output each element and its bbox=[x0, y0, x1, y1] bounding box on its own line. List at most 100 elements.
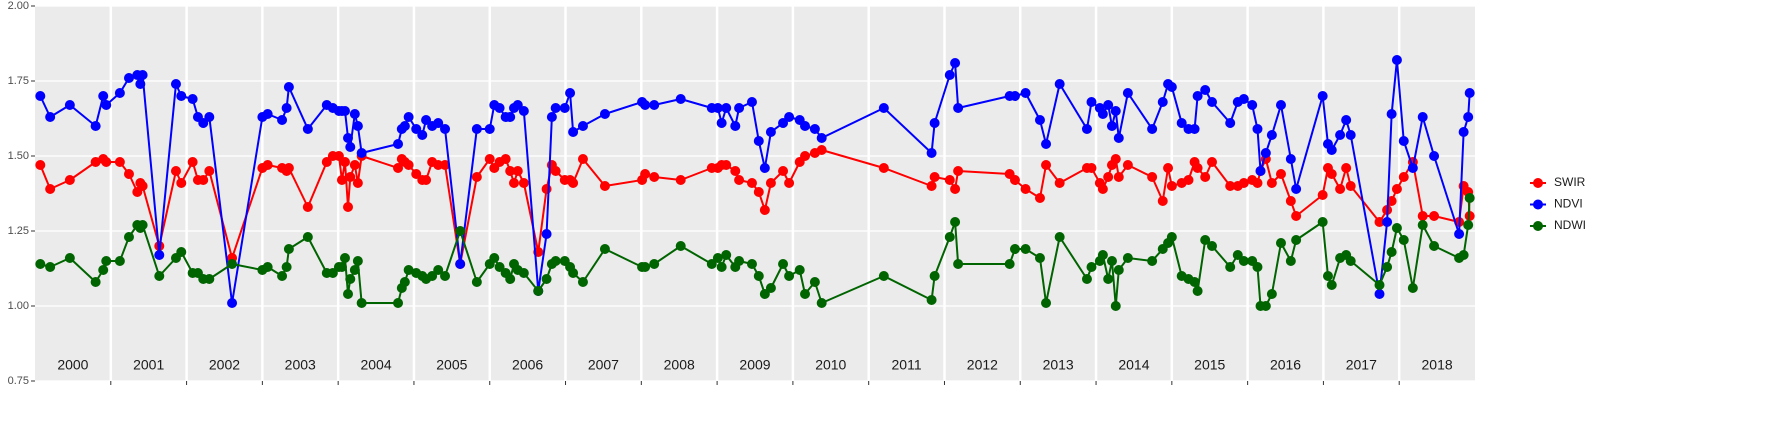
data-point bbox=[1407, 163, 1418, 173]
data-point bbox=[1407, 283, 1418, 293]
data-point bbox=[640, 100, 651, 110]
x-tick-label: 2017 bbox=[1346, 357, 1377, 373]
data-point bbox=[518, 106, 529, 116]
data-point bbox=[343, 202, 354, 212]
data-point bbox=[1391, 184, 1402, 194]
data-point bbox=[929, 118, 940, 128]
data-point bbox=[1106, 121, 1117, 131]
x-tick-label: 2009 bbox=[739, 357, 770, 373]
x-tick-label: 2001 bbox=[133, 357, 164, 373]
data-point bbox=[204, 274, 215, 284]
data-point bbox=[339, 253, 350, 263]
data-point bbox=[198, 175, 209, 185]
legend-label: SWIR bbox=[1554, 175, 1586, 189]
data-point bbox=[1454, 229, 1465, 239]
data-point bbox=[135, 79, 146, 89]
data-point bbox=[1189, 277, 1200, 287]
data-point bbox=[1341, 115, 1352, 125]
data-point bbox=[349, 265, 360, 275]
data-point bbox=[518, 268, 529, 278]
data-point bbox=[440, 160, 451, 170]
data-point bbox=[494, 103, 505, 113]
data-point bbox=[1322, 271, 1333, 281]
data-point bbox=[778, 166, 789, 176]
data-point bbox=[734, 256, 745, 266]
data-point bbox=[98, 265, 109, 275]
data-point bbox=[1398, 136, 1409, 146]
data-point bbox=[90, 157, 101, 167]
data-point bbox=[1252, 178, 1263, 188]
data-point bbox=[1398, 172, 1409, 182]
data-point bbox=[1275, 100, 1286, 110]
data-point bbox=[1417, 112, 1428, 122]
data-point bbox=[1086, 262, 1097, 272]
data-point bbox=[577, 154, 588, 164]
x-tick-label: 2002 bbox=[209, 357, 240, 373]
data-point bbox=[944, 175, 955, 185]
data-point bbox=[154, 271, 165, 281]
data-point bbox=[1463, 220, 1474, 230]
data-point bbox=[1266, 289, 1277, 299]
x-tick-label: 2012 bbox=[967, 357, 998, 373]
data-point bbox=[281, 103, 292, 113]
data-point bbox=[577, 121, 588, 131]
data-point bbox=[393, 139, 404, 149]
data-point bbox=[765, 178, 776, 188]
y-tick-label: 0.75 bbox=[8, 375, 29, 387]
data-point bbox=[1386, 109, 1397, 119]
data-point bbox=[352, 178, 363, 188]
data-point bbox=[339, 106, 350, 116]
data-point bbox=[1291, 211, 1302, 221]
data-point bbox=[746, 97, 757, 107]
data-point bbox=[1429, 211, 1440, 221]
data-point bbox=[1335, 130, 1346, 140]
data-point bbox=[204, 166, 215, 176]
data-point bbox=[137, 70, 148, 80]
data-point bbox=[352, 256, 363, 266]
data-point bbox=[1417, 211, 1428, 221]
data-point bbox=[1326, 169, 1337, 179]
data-point bbox=[800, 151, 811, 161]
data-point bbox=[339, 157, 350, 167]
data-point bbox=[471, 277, 482, 287]
data-point bbox=[753, 187, 764, 197]
data-point bbox=[809, 277, 820, 287]
data-point bbox=[649, 259, 660, 269]
data-point bbox=[1429, 241, 1440, 251]
data-point bbox=[640, 262, 651, 272]
x-tick-label: 2014 bbox=[1118, 357, 1149, 373]
data-point bbox=[349, 160, 360, 170]
data-point bbox=[114, 256, 125, 266]
data-point bbox=[417, 130, 428, 140]
x-tick-label: 2016 bbox=[1270, 357, 1301, 373]
data-point bbox=[1345, 256, 1356, 266]
data-point bbox=[1252, 124, 1263, 134]
data-point bbox=[1192, 286, 1203, 296]
data-point bbox=[1382, 217, 1393, 227]
data-point bbox=[550, 103, 561, 113]
data-point bbox=[336, 262, 347, 272]
data-point bbox=[1326, 145, 1337, 155]
data-point bbox=[1004, 259, 1015, 269]
data-point bbox=[753, 271, 764, 281]
data-point bbox=[649, 172, 660, 182]
data-point bbox=[559, 103, 570, 113]
data-point bbox=[1207, 97, 1218, 107]
data-point bbox=[1086, 97, 1097, 107]
data-point bbox=[302, 124, 313, 134]
data-point bbox=[518, 178, 529, 188]
data-point bbox=[1103, 274, 1114, 284]
data-point bbox=[784, 112, 795, 122]
legend-marker bbox=[1533, 178, 1543, 188]
data-point bbox=[1113, 172, 1124, 182]
data-point bbox=[281, 262, 292, 272]
data-point bbox=[1097, 184, 1108, 194]
data-point bbox=[816, 145, 827, 155]
data-point bbox=[393, 298, 404, 308]
data-point bbox=[187, 157, 198, 167]
data-point bbox=[712, 103, 723, 113]
data-point bbox=[734, 103, 745, 113]
data-point bbox=[730, 121, 741, 131]
data-point bbox=[1317, 217, 1328, 227]
y-tick-label: 1.25 bbox=[8, 225, 29, 237]
